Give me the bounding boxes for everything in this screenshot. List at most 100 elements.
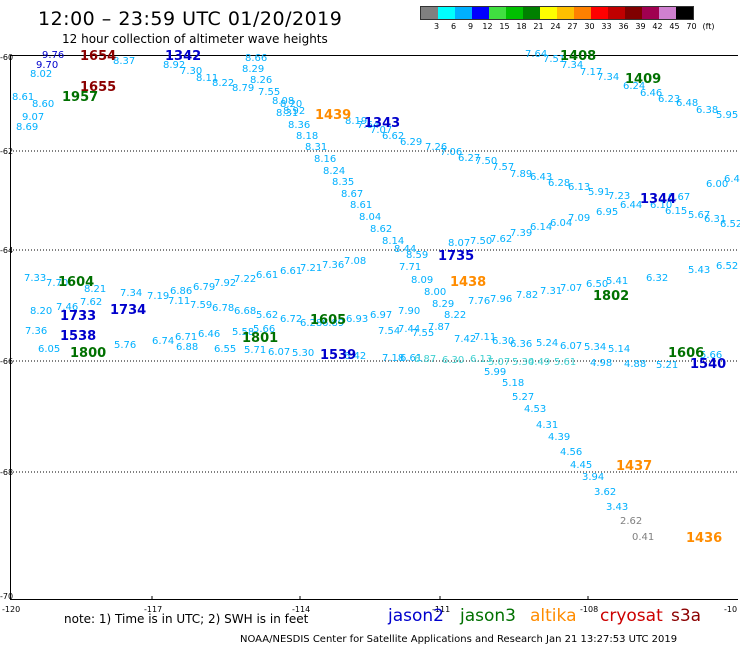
swh-value: 7.64 [525, 49, 547, 60]
swh-value: 6.78 [212, 303, 234, 314]
swh-value: 8.21 [84, 284, 106, 295]
colorbar-label: 33 [601, 22, 612, 31]
swh-value: 2.62 [620, 516, 642, 527]
colorbar-swatch [540, 7, 557, 19]
pass-time-jason2: 1734 [110, 303, 146, 318]
swh-value: 8.02 [30, 69, 52, 80]
swh-value: 7.92 [214, 278, 236, 289]
map-title: 12:00 – 23:59 UTC 01/20/2019 [38, 8, 343, 30]
swh-value: 4.31 [536, 420, 558, 431]
swh-value: 4.49 [528, 357, 550, 368]
swh-value: 5.21 [656, 360, 678, 371]
colorbar-label: 12 [482, 22, 493, 31]
colorbar-swatch [506, 7, 523, 19]
swh-value: 6.30 [442, 355, 464, 366]
swh-value: 4.56 [560, 447, 582, 458]
pass-time-jason3: 1802 [593, 289, 629, 304]
swh-value: 5.18 [502, 378, 524, 389]
pass-time-jason2: 1733 [60, 309, 96, 324]
swh-value: 5.76 [114, 340, 136, 351]
swh-value: 6.15 [665, 206, 687, 217]
swh-value: 7.57 [492, 162, 514, 173]
swh-value: 7.70 [46, 278, 68, 289]
swh-value: 4.45 [570, 460, 592, 471]
lon-tick-label: -120 [2, 605, 20, 614]
map-frame [10, 55, 738, 600]
colorbar-label: (ft) [702, 22, 715, 31]
lat-tick-label: -60 [0, 53, 13, 62]
swh-value: 7.87 [428, 322, 450, 333]
swh-value: 8.59 [406, 250, 428, 261]
swh-value: 6.36 [510, 339, 532, 350]
swh-value: 6.61 [400, 353, 422, 364]
swh-value: 8.04 [359, 212, 381, 223]
colorbar-label: 18 [516, 22, 527, 31]
swh-value: 7.54 [378, 326, 400, 337]
swh-value: 8.11 [196, 73, 218, 84]
swh-value: 6.46 [198, 329, 220, 340]
swh-value: 4.98 [590, 358, 612, 369]
legend-jason2: jason2 [388, 606, 444, 626]
swh-value: 6.00 [706, 179, 728, 190]
pass-time-altika: 1436 [686, 531, 722, 546]
swh-value: 6.4 [724, 174, 740, 185]
swh-value: 6.07 [560, 341, 582, 352]
colorbar-label: 45 [669, 22, 680, 31]
swh-value: 8.19 [345, 116, 367, 127]
swh-value: 7.36 [322, 260, 344, 271]
lat-tick-label: -64 [0, 246, 13, 255]
swh-value: 8.92 [283, 106, 305, 117]
swh-value: 6.93 [346, 314, 368, 325]
swh-value: 7.50 [475, 156, 497, 167]
swh-value: 0.41 [632, 532, 654, 543]
swh-value: 7.07 [560, 283, 582, 294]
swh-value: 7.51 [543, 54, 565, 65]
swh-value: 4.39 [548, 432, 570, 443]
swh-value: 7.62 [490, 234, 512, 245]
swh-value: 6.68 [234, 306, 256, 317]
swh-value: 6.29 [400, 137, 422, 148]
swh-value: 8.26 [250, 75, 272, 86]
swh-value: 5.41 [606, 276, 628, 287]
swh-value: 8.60 [32, 99, 54, 110]
swh-value: 6.10 [650, 200, 672, 211]
swh-value: 7.07 [370, 125, 392, 136]
swh-value: 6.32 [646, 273, 668, 284]
colorbar-swatch [608, 7, 625, 19]
swh-value: 6.95 [596, 207, 618, 218]
swh-value: 7.46 [56, 302, 78, 313]
swh-value: 7.50 [470, 236, 492, 247]
swh-value: 6.13 [470, 354, 492, 365]
colorbar-swatch [523, 7, 540, 19]
lat-tick-label: -62 [0, 147, 13, 156]
swh-value: 7.23 [608, 191, 630, 202]
colorbar-swatch [642, 7, 659, 19]
swh-value: 7.55 [412, 328, 434, 339]
swh-value: 8.36 [288, 120, 310, 131]
swh-value: 5.14 [608, 344, 630, 355]
swh-value: 6.44 [620, 200, 642, 211]
swh-value: 8.09 [411, 275, 433, 286]
swh-value: 3.94 [582, 472, 604, 483]
swh-value: 8.24 [323, 166, 345, 177]
swh-value: 8.44 [394, 244, 416, 255]
swh-value: 6.61 [256, 270, 278, 281]
pass-time-s3a: 1654 [80, 49, 116, 64]
swh-value: 6.24 [623, 81, 645, 92]
swh-value: 7.09 [568, 213, 590, 224]
swh-value: 8.69 [16, 122, 38, 133]
swh-value: 6.67 [668, 192, 690, 203]
swh-value: 7.30 [180, 66, 202, 77]
swh-value: 6.43 [530, 172, 552, 183]
swh-value: 8.14 [382, 236, 404, 247]
swh-value: 7.19 [147, 291, 169, 302]
colorbar-swatch [421, 7, 438, 19]
swh-value: 8.29 [242, 64, 264, 75]
pass-time-jason2: 1539 [320, 348, 356, 363]
lon-tick-label: -111 [432, 605, 450, 614]
swh-value: 5.34 [584, 342, 606, 353]
lat-tick-label: -70 [0, 592, 13, 601]
colorbar-label: 21 [533, 22, 544, 31]
swh-value: 6.48 [676, 98, 698, 109]
swh-value: 8.07 [448, 238, 470, 249]
